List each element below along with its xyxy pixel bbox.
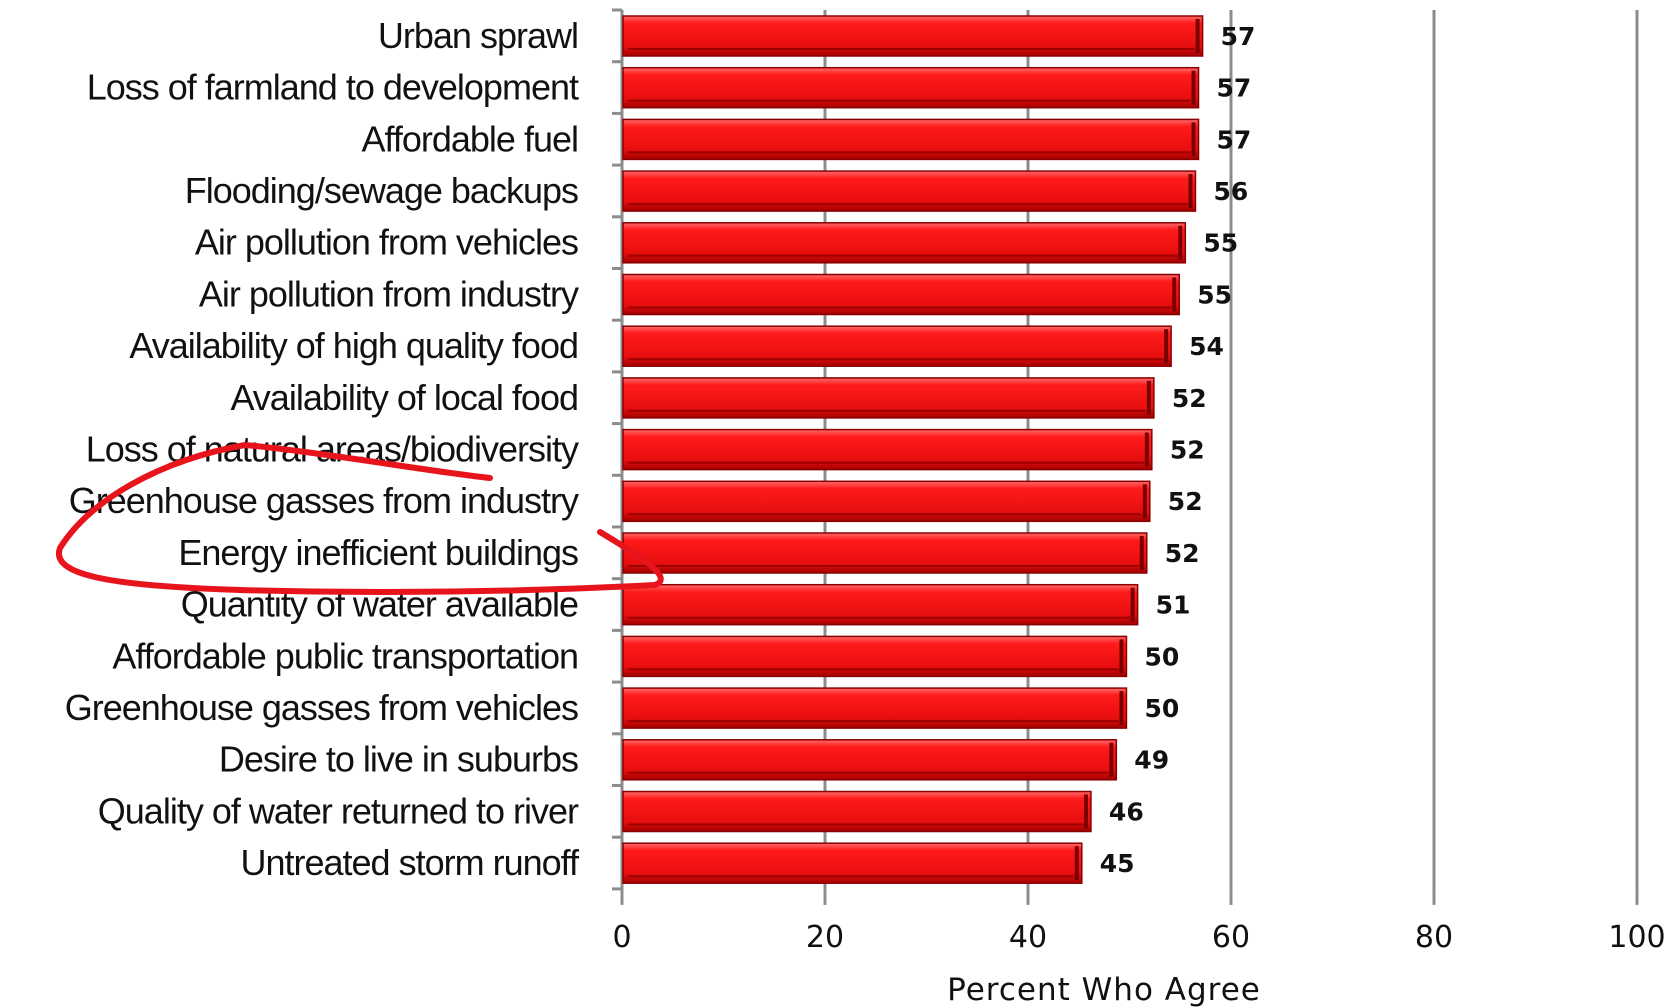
category-label: Flooding/sewage backups: [185, 170, 578, 211]
bar: [622, 170, 1197, 212]
bar: [622, 532, 1148, 574]
bar: [622, 687, 1128, 729]
x-tick-label: 40: [1009, 920, 1047, 955]
x-tick-label: 20: [806, 920, 844, 955]
category-label: Greenhouse gasses from industry: [69, 480, 579, 521]
bar-cap: [1144, 432, 1149, 467]
category-label: Availability of high quality food: [129, 325, 578, 366]
data-label: 52: [1172, 384, 1207, 413]
bar: [622, 790, 1092, 833]
x-axis-ticks: 0 20 40 60 80 100: [612, 894, 1666, 955]
bar: [622, 325, 1172, 367]
x-tick-label: 60: [1212, 920, 1250, 955]
data-label: 56: [1213, 177, 1248, 206]
data-label: 45: [1100, 849, 1135, 878]
category-label: Loss of farmland to development: [87, 67, 579, 108]
y-axis: [612, 8, 624, 895]
value-labels: 57 57 57 56 55 55 54 52 52 52 52 51 50 50 49 46 45: [1100, 22, 1256, 878]
category-label: Desire to live in suburbs: [219, 739, 578, 780]
category-labels: Urban sprawl Loss of farmland to developm…: [65, 15, 581, 883]
data-label: 54: [1189, 332, 1224, 361]
bar-cap: [1109, 742, 1114, 777]
bars: [622, 15, 1204, 884]
bar-cap: [1142, 484, 1147, 519]
bar: [622, 15, 1204, 57]
data-label: 50: [1144, 642, 1179, 671]
highlight-annotation: [55, 442, 664, 596]
category-label: Energy inefficient buildings: [178, 532, 578, 573]
bar: [622, 739, 1118, 781]
category-label: Quality of water returned to river: [98, 790, 579, 831]
data-label: 49: [1134, 746, 1169, 775]
bar-cap: [1191, 122, 1196, 157]
category-label: Air pollution from vehicles: [195, 222, 578, 263]
bar-cap: [1172, 277, 1177, 312]
bar-cap: [1191, 70, 1196, 105]
bar-cap: [1164, 329, 1169, 364]
category-label: Air pollution from industry: [199, 273, 579, 314]
bar: [622, 842, 1083, 884]
category-label: Urban sprawl: [378, 15, 578, 56]
category-label: Affordable public transportation: [112, 635, 578, 676]
category-label: Untreated storm runoff: [240, 842, 580, 883]
hand-drawn-circle-annotation: [55, 442, 664, 596]
bar: [622, 222, 1187, 264]
data-label: 52: [1170, 435, 1205, 464]
data-label: 57: [1217, 125, 1252, 154]
bar-cap: [1188, 174, 1193, 209]
bar-cap: [1195, 19, 1200, 53]
bar: [622, 118, 1200, 161]
data-label: 55: [1203, 229, 1238, 258]
data-label: 55: [1197, 280, 1232, 309]
bar-cap: [1074, 846, 1079, 881]
bar: [622, 428, 1153, 471]
bar: [622, 635, 1128, 678]
bar: [622, 66, 1200, 109]
category-label: Affordable fuel: [361, 118, 578, 159]
x-axis-title: Percent Who Agree: [947, 972, 1261, 1008]
bar: [622, 273, 1180, 316]
bar: [622, 480, 1151, 523]
category-label: Loss of natural areas/biodiversity: [86, 428, 579, 469]
data-label: 57: [1221, 22, 1256, 51]
data-label: 46: [1109, 797, 1144, 826]
bar-cap: [1146, 380, 1151, 415]
category-label: Greenhouse gasses from vehicles: [65, 687, 578, 728]
bar-cap: [1178, 225, 1183, 260]
x-tick-label: 100: [1608, 920, 1665, 955]
data-label: 50: [1144, 694, 1179, 723]
bar-cap: [1083, 794, 1088, 829]
data-label: 51: [1156, 591, 1191, 620]
bar: [622, 377, 1155, 419]
x-tick-label: 80: [1415, 920, 1453, 955]
x-tick-label: 0: [612, 920, 631, 955]
bar-cap: [1130, 587, 1135, 622]
bar-cap: [1139, 536, 1144, 570]
bar-cap: [1119, 691, 1124, 726]
data-label: 52: [1165, 539, 1200, 568]
bar-cap: [1119, 639, 1124, 674]
bar: [622, 583, 1139, 626]
data-label: 57: [1217, 74, 1252, 103]
category-label: Availability of local food: [230, 377, 578, 418]
data-label: 52: [1168, 487, 1203, 516]
